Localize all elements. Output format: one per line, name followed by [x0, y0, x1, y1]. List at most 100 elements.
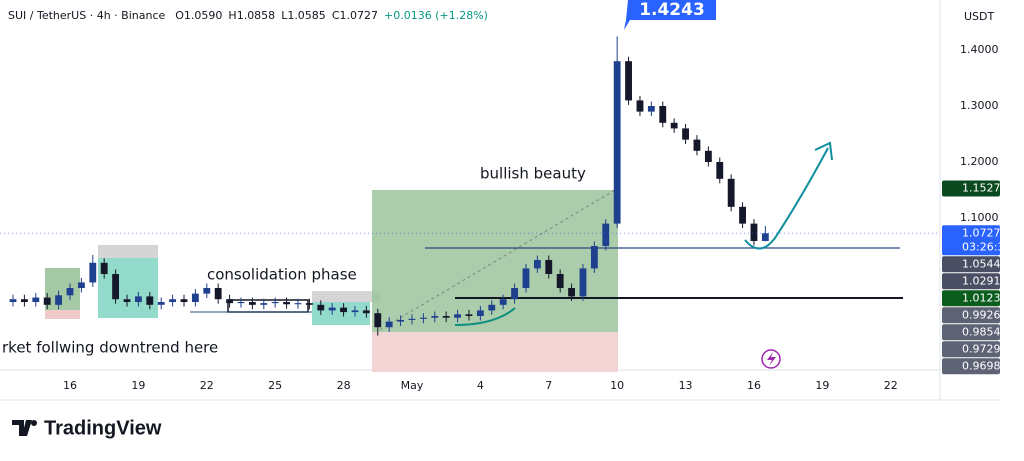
price-badge: [942, 290, 1000, 307]
ohlc-value: H1.0858: [228, 9, 275, 22]
peak-label: 1.4243: [639, 0, 705, 20]
candle-body: [659, 106, 667, 123]
candle-body: [340, 307, 347, 313]
x-tick-label: 7: [545, 379, 552, 392]
x-tick-label: 19: [131, 379, 145, 392]
change: +0.0136 (+1.28%): [384, 9, 488, 22]
y-tick-label: 1.1000: [960, 211, 999, 224]
price-badge: [942, 180, 1000, 197]
candle-body: [283, 302, 291, 305]
stop-box: [372, 332, 618, 372]
candle-body: [704, 150, 712, 163]
box: [312, 291, 380, 302]
symbol: SUI / TetherUS · 4h · Binance: [8, 9, 165, 22]
x-tick-label: 13: [679, 379, 693, 392]
currency: USDT: [964, 10, 995, 23]
price-badge-label: 1.0291: [962, 274, 1001, 287]
price-badge: [942, 324, 1000, 341]
candle-body: [511, 288, 518, 300]
price-badge-label: 1.0727: [962, 226, 1001, 239]
candle-body: [682, 128, 689, 140]
candle-body: [579, 268, 587, 297]
box: [45, 268, 80, 310]
candle-body: [43, 297, 51, 305]
header: SUI / TetherUS · 4h · Binance O1.0590 H1.0…: [8, 9, 488, 22]
box: [45, 310, 80, 319]
price-badge: [942, 358, 1000, 375]
x-tick-label: 16: [63, 379, 77, 392]
box: [98, 245, 158, 258]
box: [312, 302, 370, 325]
candle-body: [294, 303, 302, 305]
candle-body: [271, 302, 279, 304]
candle-body: [385, 321, 393, 328]
candle-body: [693, 139, 701, 151]
price-badge-label: 0.9698: [962, 359, 1001, 372]
price-badge-label: 1.1527: [962, 182, 1001, 195]
arrow: [744, 147, 829, 250]
candle-body: [169, 299, 177, 303]
candle-body: [226, 299, 234, 304]
candle-body: [362, 310, 370, 314]
candle-body: [602, 223, 610, 247]
candle-body: [739, 206, 746, 224]
candle-body: [77, 282, 85, 289]
logo-mark: [12, 420, 32, 436]
arrow-head: [814, 141, 833, 161]
box: [98, 258, 158, 318]
candle-body: [431, 316, 439, 318]
candle-body: [647, 106, 655, 112]
candle-body: [636, 100, 644, 112]
candle-body: [260, 303, 268, 305]
candle-body: [476, 310, 484, 317]
price-badge-label: 0.9926: [962, 308, 1001, 321]
ohlc-value: O1.0590: [175, 9, 222, 22]
candle-body: [328, 307, 336, 311]
logo-mark: [31, 420, 37, 426]
candle-body: [203, 288, 211, 294]
candle-body: [465, 314, 473, 317]
drawings: [45, 141, 903, 372]
ohlc-value: C1.0727: [332, 9, 378, 22]
candle-body: [499, 299, 507, 305]
curve: [454, 307, 516, 326]
candle-body: [750, 223, 758, 241]
x-tick-label: May: [401, 379, 424, 392]
candle-body: [134, 296, 142, 303]
candle-body: [727, 178, 735, 207]
candle-body: [123, 299, 131, 303]
annotation: consolidation phase: [207, 266, 357, 284]
x-tick-label: 25: [268, 379, 282, 392]
x-tick-label: 4: [477, 379, 484, 392]
price-badge-label: 0.9854: [962, 325, 1001, 338]
price-badge-label: 1.0544: [962, 257, 1001, 270]
candle-body: [55, 295, 63, 305]
candle-body: [20, 299, 28, 303]
price-badge: [942, 256, 1000, 273]
candle-body: [454, 314, 461, 318]
candle-body: [716, 162, 724, 179]
candle-body: [191, 293, 199, 303]
candle-body: [9, 299, 17, 303]
icon: [767, 352, 776, 366]
ohlc-value: L1.0585: [281, 9, 326, 22]
candle-body: [374, 313, 382, 328]
candle-body: [488, 304, 496, 311]
logo: TradingView: [12, 417, 162, 439]
candle-body: [248, 302, 256, 305]
candle-body: [89, 262, 97, 283]
price-badge: [942, 341, 1000, 358]
y-tick-label: 1.2000: [960, 155, 999, 168]
price-badge-label: 1.0123: [962, 291, 1001, 304]
candle-body: [556, 274, 564, 289]
candle-body: [533, 260, 541, 269]
y-tick-label: 1.4000: [960, 43, 999, 56]
candle-body: [522, 268, 530, 289]
candle-body: [305, 303, 313, 305]
brand: TradingView: [44, 417, 162, 439]
candle-body: [351, 310, 359, 313]
candle-body: [625, 61, 632, 101]
price-badge: [942, 225, 1000, 256]
